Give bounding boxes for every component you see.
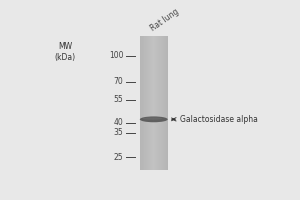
Bar [147, 36, 148, 170]
Bar [142, 36, 143, 170]
Bar [141, 36, 142, 170]
Bar [161, 36, 162, 170]
Bar [145, 36, 146, 170]
Bar [150, 36, 151, 170]
Ellipse shape [143, 117, 162, 120]
Ellipse shape [140, 116, 168, 122]
Text: 25: 25 [114, 153, 124, 162]
Bar [152, 36, 153, 170]
Bar [155, 36, 156, 170]
Text: 100: 100 [109, 51, 124, 60]
Bar [143, 36, 144, 170]
Text: 35: 35 [114, 128, 124, 137]
Bar [144, 36, 145, 170]
Text: 40: 40 [114, 118, 124, 127]
Text: MW
(kDa): MW (kDa) [55, 42, 76, 62]
Bar [159, 36, 160, 170]
Bar [166, 36, 167, 170]
Bar [148, 36, 149, 170]
Bar [140, 36, 168, 170]
Text: Galactosidase alpha: Galactosidase alpha [181, 115, 258, 124]
Bar [167, 36, 168, 170]
Bar [154, 36, 155, 170]
Bar [164, 36, 165, 170]
Bar [156, 36, 157, 170]
Bar [149, 36, 150, 170]
Text: 55: 55 [114, 95, 124, 104]
Bar [160, 36, 161, 170]
Bar [165, 36, 166, 170]
Bar [146, 36, 147, 170]
Bar [153, 36, 154, 170]
Bar [163, 36, 164, 170]
Text: 70: 70 [114, 77, 124, 86]
Bar [140, 36, 141, 170]
Bar [162, 36, 163, 170]
Bar [158, 36, 159, 170]
Bar [157, 36, 158, 170]
Text: Rat lung: Rat lung [148, 7, 180, 33]
Bar [151, 36, 152, 170]
